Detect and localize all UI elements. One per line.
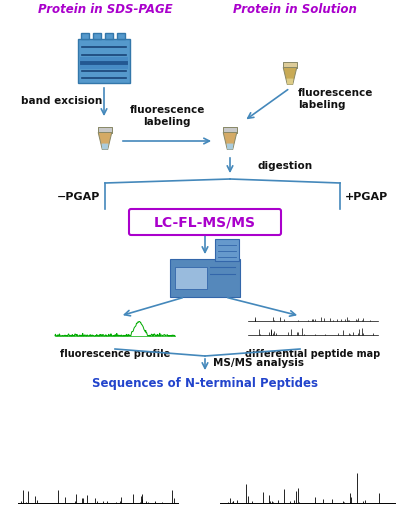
Bar — [117, 33, 125, 39]
Text: differential peptide map: differential peptide map — [245, 349, 381, 359]
Text: fluorescence
labeling: fluorescence labeling — [129, 105, 204, 127]
Text: fluorescence
labeling: fluorescence labeling — [298, 88, 373, 110]
Text: digestion: digestion — [258, 161, 313, 171]
Text: Protein in SDS-PAGE: Protein in SDS-PAGE — [38, 3, 172, 16]
Bar — [222, 126, 238, 133]
Bar — [170, 259, 240, 297]
Bar — [78, 39, 130, 83]
Bar — [175, 267, 207, 289]
Text: fluorescence profile: fluorescence profile — [60, 349, 170, 359]
Polygon shape — [287, 79, 293, 84]
Bar — [215, 239, 239, 261]
Polygon shape — [227, 143, 234, 150]
Text: MS/MS analysis: MS/MS analysis — [213, 358, 304, 368]
Bar — [93, 33, 101, 39]
Polygon shape — [98, 133, 112, 150]
Polygon shape — [223, 133, 237, 150]
Bar — [97, 126, 112, 133]
Bar — [81, 33, 89, 39]
Text: −PGAP: −PGAP — [56, 192, 100, 202]
Polygon shape — [283, 67, 297, 84]
Text: band excision: band excision — [21, 96, 103, 106]
Bar — [105, 33, 113, 39]
Text: +PGAP: +PGAP — [345, 192, 388, 202]
Polygon shape — [101, 143, 108, 150]
FancyBboxPatch shape — [129, 209, 281, 235]
Text: LC-FL-MS/MS: LC-FL-MS/MS — [154, 215, 256, 229]
Bar — [283, 62, 297, 67]
Text: Protein in Solution: Protein in Solution — [233, 3, 357, 16]
Text: Sequences of N-terminal Peptides: Sequences of N-terminal Peptides — [92, 377, 318, 390]
Bar — [80, 57, 128, 69]
